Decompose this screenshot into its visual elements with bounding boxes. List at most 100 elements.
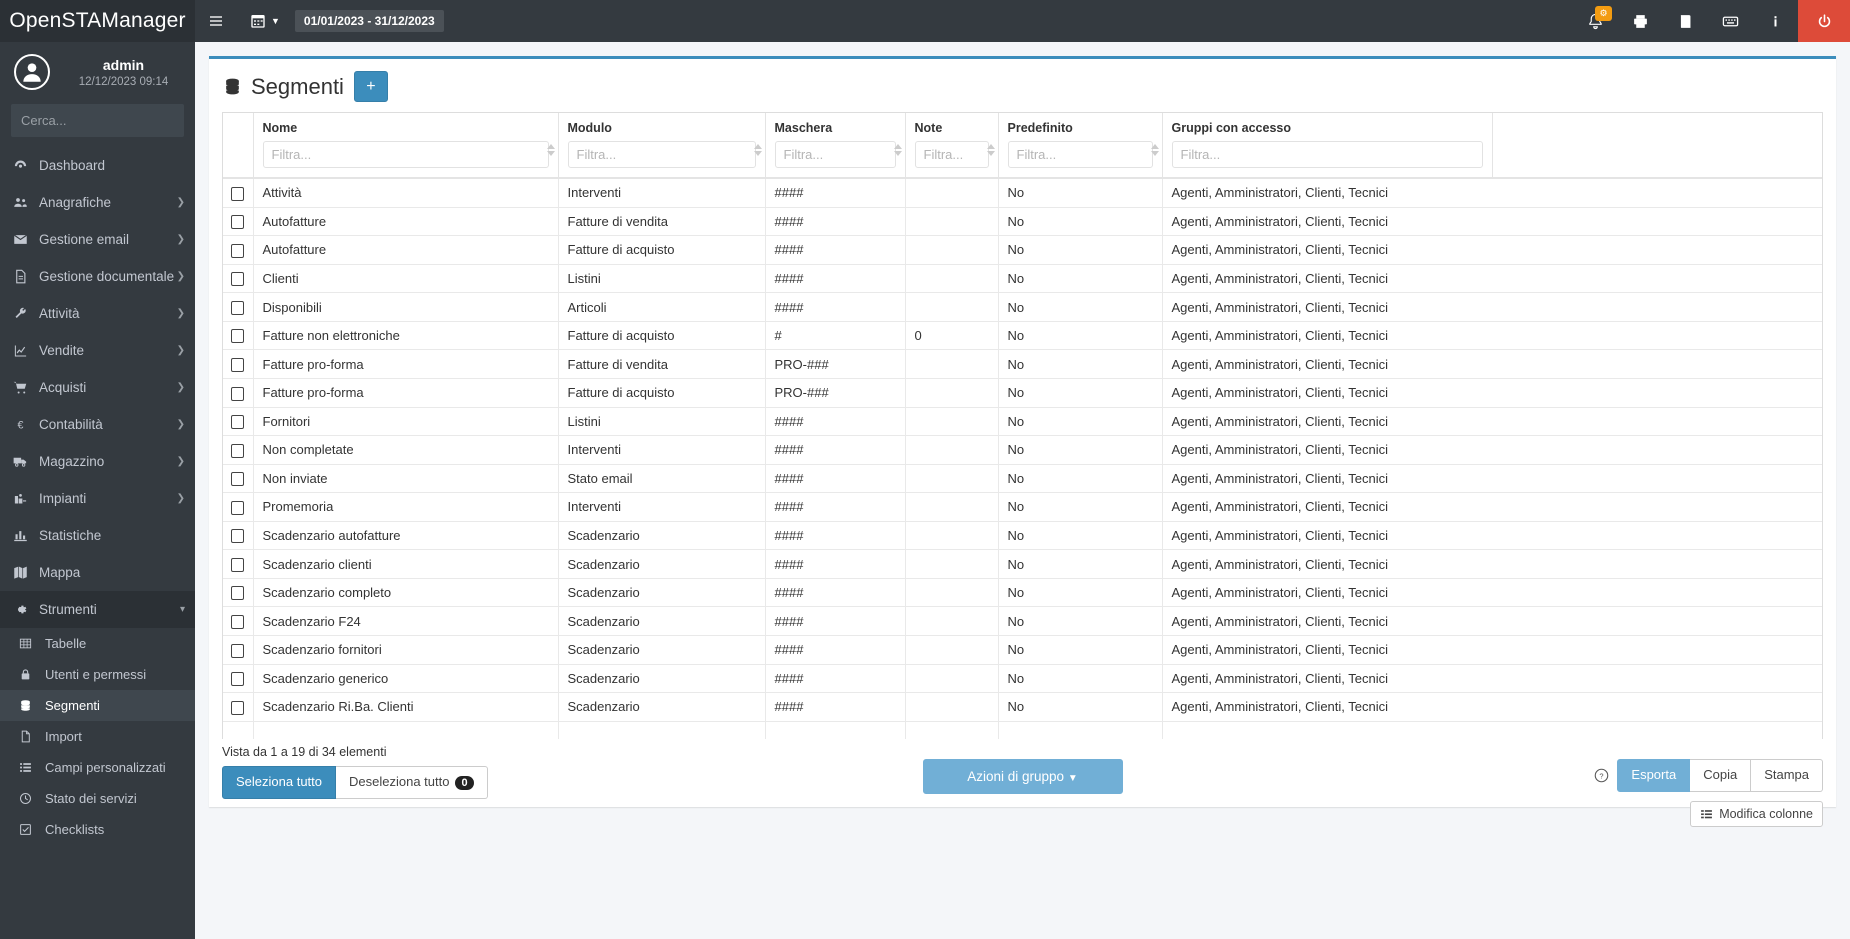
row-checkbox[interactable]: [231, 672, 245, 687]
export-button[interactable]: Esporta: [1617, 759, 1691, 793]
sidebar-item-gestione-documentale[interactable]: Gestione documentale ❯: [0, 258, 195, 295]
row-checkbox[interactable]: [231, 529, 245, 544]
search-input[interactable]: [21, 113, 195, 128]
row-select-cell[interactable]: [223, 464, 254, 494]
sort-toggle-icon[interactable]: [986, 144, 995, 156]
copy-button[interactable]: Copia: [1690, 759, 1752, 793]
date-range-selector[interactable]: 01/01/2023 - 31/12/2023: [294, 10, 444, 32]
table-row[interactable]: Autofatture Fatture di acquisto #### No Agen…: [223, 235, 1822, 265]
row-select-cell[interactable]: [223, 606, 254, 636]
sort-toggle-icon[interactable]: [546, 144, 555, 156]
column-filter-input[interactable]: [914, 141, 989, 168]
row-checkbox[interactable]: [231, 415, 245, 430]
row-checkbox[interactable]: [231, 215, 245, 230]
row-select-cell[interactable]: [223, 292, 254, 322]
table-row[interactable]: Non completate Interventi #### No Agenti, Am…: [223, 435, 1822, 465]
row-select-cell[interactable]: [223, 178, 254, 208]
brand-logo[interactable]: OpenSTAManager: [0, 0, 195, 42]
sidebar-subitem-segmenti[interactable]: Segmenti: [0, 690, 195, 721]
sidebar-item-attivit-[interactable]: Attività ❯: [0, 295, 195, 332]
info-icon[interactable]: [1753, 0, 1798, 42]
row-select-cell[interactable]: [223, 207, 254, 237]
table-row[interactable]: Scadenzario completo Scadenzario #### No Age…: [223, 578, 1822, 608]
row-checkbox[interactable]: [231, 643, 245, 658]
sidebar-subitem-utenti-e-permessi[interactable]: Utenti e permessi: [0, 659, 195, 690]
row-checkbox[interactable]: [231, 586, 245, 601]
sidebar-search[interactable]: [11, 104, 195, 137]
column-filter-input[interactable]: [774, 141, 896, 168]
row-checkbox[interactable]: [231, 272, 245, 287]
sidebar-item-magazzino[interactable]: Magazzino ❯: [0, 443, 195, 480]
column-header-modulo[interactable]: Modulo: [558, 113, 766, 179]
sidebar-item-vendite[interactable]: Vendite ❯: [0, 332, 195, 369]
table-row[interactable]: Fornitori Listini #### No Agenti, Amministra…: [223, 407, 1822, 437]
sidebar-subitem-checklists[interactable]: Checklists: [0, 814, 195, 845]
keyboard-icon[interactable]: [1708, 0, 1753, 42]
sort-toggle-icon[interactable]: [753, 144, 762, 156]
row-select-cell[interactable]: [223, 235, 254, 265]
table-row[interactable]: Scadenzario F24 Scadenzario #### No Agenti, …: [223, 606, 1822, 636]
row-checkbox[interactable]: [231, 557, 245, 572]
row-select-cell[interactable]: [223, 578, 254, 608]
row-checkbox[interactable]: [231, 243, 245, 258]
table-row[interactable]: Attività Interventi #### No Agenti, Amminist…: [223, 178, 1822, 208]
sidebar-item-strumenti[interactable]: Strumenti ▾: [0, 591, 195, 628]
table-row[interactable]: Scadenzario Ri.Ba. Clienti Scadenzario ###…: [223, 692, 1822, 722]
sidebar-item-gestione-email[interactable]: Gestione email ❯: [0, 221, 195, 258]
group-actions-button[interactable]: Azioni di gruppo ▼: [922, 759, 1123, 795]
calendar-icon[interactable]: ▼: [237, 0, 293, 42]
row-checkbox[interactable]: [231, 443, 245, 458]
sidebar-item-impianti[interactable]: Impianti ❯: [0, 480, 195, 517]
row-select-cell[interactable]: [223, 692, 254, 722]
row-checkbox[interactable]: [231, 500, 245, 515]
table-row[interactable]: Scadenzario fornitori Scadenzario #### No Ag…: [223, 635, 1822, 665]
print-button[interactable]: Stampa: [1751, 759, 1823, 793]
sidebar-item-dashboard[interactable]: Dashboard: [0, 147, 195, 184]
bell-icon[interactable]: ⚙: [1573, 0, 1618, 42]
sort-toggle-icon[interactable]: [893, 144, 902, 156]
printer-icon[interactable]: [1618, 0, 1663, 42]
row-checkbox[interactable]: [231, 700, 245, 715]
column-filter-input[interactable]: [1171, 141, 1483, 168]
sort-toggle-icon[interactable]: [1150, 144, 1159, 156]
row-checkbox[interactable]: [231, 386, 245, 401]
column-filter-input[interactable]: [1007, 141, 1153, 168]
row-select-cell[interactable]: [223, 635, 254, 665]
row-select-cell[interactable]: [223, 549, 254, 579]
column-header-predefinito[interactable]: Predefinito: [998, 113, 1163, 179]
sidebar-subitem-tabelle[interactable]: Tabelle: [0, 628, 195, 659]
edit-columns-button[interactable]: Modifica colonne: [1690, 801, 1823, 828]
row-select-cell[interactable]: [223, 264, 254, 294]
sidebar-item-acquisti[interactable]: Acquisti ❯: [0, 369, 195, 406]
row-select-cell[interactable]: [223, 349, 254, 379]
row-select-cell[interactable]: [223, 407, 254, 437]
row-select-cell[interactable]: [223, 435, 254, 465]
sidebar-item-mappa[interactable]: Mappa: [0, 554, 195, 591]
row-checkbox[interactable]: [231, 329, 245, 344]
help-circle-icon[interactable]: ?: [1594, 768, 1609, 783]
table-row[interactable]: Scadenzario generico Scadenzario #### No Age…: [223, 664, 1822, 694]
table-row[interactable]: Scadenzario autofatture Scadenzario #### No…: [223, 521, 1822, 551]
table-row[interactable]: Promemoria Interventi #### No Agenti, Ammini…: [223, 492, 1822, 522]
table-row[interactable]: Fatture pro-forma Fatture di vendita PRO-#…: [223, 349, 1822, 379]
table-row[interactable]: Clienti Listini #### No Agenti, Amministrato…: [223, 264, 1822, 294]
row-select-cell[interactable]: [223, 321, 254, 351]
sidebar-item-anagrafiche[interactable]: Anagrafiche ❯: [0, 184, 195, 221]
row-checkbox[interactable]: [231, 186, 245, 201]
table-row[interactable]: Fatture pro-forma Fatture di acquisto PRO-…: [223, 378, 1822, 408]
book-icon[interactable]: [1663, 0, 1708, 42]
column-header-maschera[interactable]: Maschera: [765, 113, 906, 179]
row-checkbox[interactable]: [231, 615, 245, 629]
column-header-gruppi-con-accesso[interactable]: Gruppi con accesso: [1162, 113, 1493, 179]
row-checkbox[interactable]: [231, 300, 245, 315]
table-row[interactable]: Scadenzario clienti Scadenzario #### No Agen…: [223, 549, 1822, 579]
sidebar-subitem-stato-dei-servizi[interactable]: Stato dei servizi: [0, 783, 195, 814]
table-row[interactable]: Non inviate Stato email #### No Agenti, Ammi…: [223, 464, 1822, 494]
sidebar-item-contabilit-[interactable]: € Contabilità ❯: [0, 406, 195, 443]
power-icon[interactable]: [1798, 0, 1850, 42]
row-select-cell[interactable]: [223, 492, 254, 522]
column-filter-input[interactable]: [262, 141, 549, 168]
sidebar-item-statistiche[interactable]: Statistiche: [0, 517, 195, 554]
row-select-cell[interactable]: [223, 664, 254, 694]
table-row[interactable]: Fatture non elettroniche Fatture di acqui…: [223, 321, 1822, 351]
